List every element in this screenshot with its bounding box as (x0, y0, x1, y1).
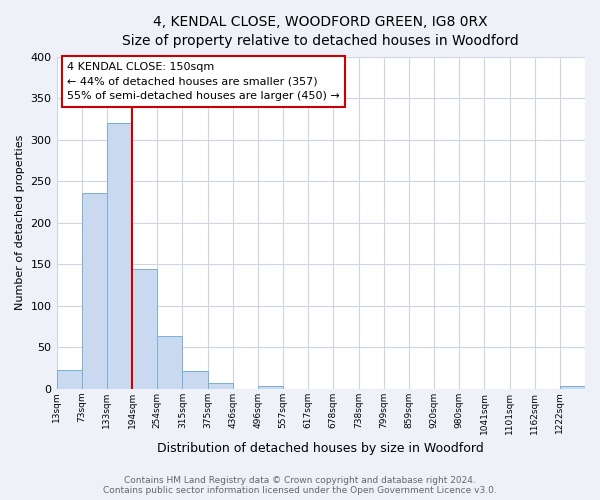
Text: 4 KENDAL CLOSE: 150sqm
← 44% of detached houses are smaller (357)
55% of semi-de: 4 KENDAL CLOSE: 150sqm ← 44% of detached… (67, 62, 340, 101)
X-axis label: Distribution of detached houses by size in Woodford: Distribution of detached houses by size … (157, 442, 484, 455)
Bar (132, 269, 157, 389)
Bar (82, 193, 107, 389)
Bar (208, 383, 233, 389)
Bar (182, 372, 208, 389)
Y-axis label: Number of detached properties: Number of detached properties (15, 135, 25, 310)
Bar (258, 386, 283, 389)
Text: Contains HM Land Registry data © Crown copyright and database right 2024.
Contai: Contains HM Land Registry data © Crown c… (103, 476, 497, 495)
Bar (107, 123, 132, 389)
Title: 4, KENDAL CLOSE, WOODFORD GREEN, IG8 0RX
Size of property relative to detached h: 4, KENDAL CLOSE, WOODFORD GREEN, IG8 0RX… (122, 15, 519, 48)
Bar (560, 386, 585, 389)
Bar (157, 336, 182, 389)
Bar (56, 370, 82, 389)
